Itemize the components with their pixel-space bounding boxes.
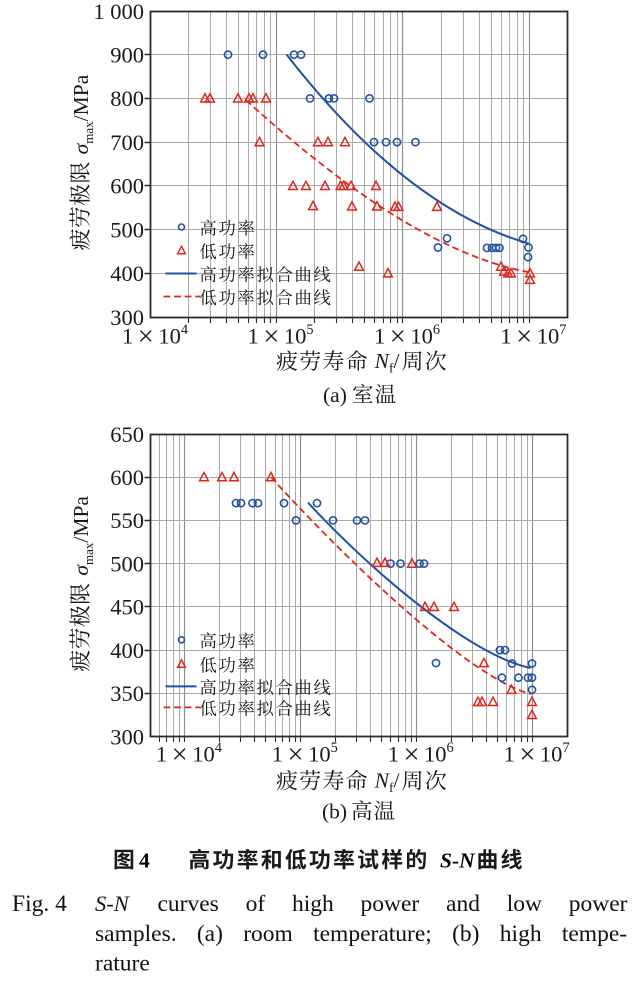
svg-text:1 × 104: 1 × 104 bbox=[156, 740, 222, 771]
svg-text:1 × 105: 1 × 105 bbox=[247, 322, 313, 353]
svg-text:600: 600 bbox=[110, 174, 144, 199]
svg-text:1 × 106: 1 × 106 bbox=[374, 322, 440, 353]
svg-text:400: 400 bbox=[110, 638, 144, 663]
svg-text:900: 900 bbox=[110, 43, 144, 68]
svg-text:550: 550 bbox=[110, 508, 144, 533]
svg-text:600: 600 bbox=[110, 465, 144, 490]
svg-text:1 × 105: 1 × 105 bbox=[272, 740, 338, 771]
svg-text:Nf/: Nf/ bbox=[374, 769, 400, 796]
svg-text:σmax/MPa: σmax/MPa bbox=[69, 74, 96, 154]
svg-text:rature: rature bbox=[95, 951, 150, 977]
svg-text:500: 500 bbox=[110, 551, 144, 576]
svg-text:1 × 106: 1 × 106 bbox=[388, 740, 454, 771]
svg-text:300: 300 bbox=[110, 305, 144, 330]
svg-text:1 000: 1 000 bbox=[93, 0, 144, 24]
svg-text:1 × 107: 1 × 107 bbox=[504, 740, 570, 771]
svg-text:300: 300 bbox=[110, 724, 144, 749]
svg-text:400: 400 bbox=[110, 261, 144, 286]
svg-text:450: 450 bbox=[110, 595, 144, 620]
svg-text:curves of high power and low p: curves of high power and low power bbox=[158, 891, 628, 917]
svg-text:samples. (a) room temperature;: samples. (a) room temperature; (b) high … bbox=[95, 921, 627, 947]
svg-text:Fig. 4: Fig. 4 bbox=[12, 891, 67, 917]
svg-text:1 × 104: 1 × 104 bbox=[122, 322, 188, 353]
svg-text:(a): (a) bbox=[323, 383, 347, 407]
svg-text:σmax/MPa: σmax/MPa bbox=[69, 496, 96, 576]
svg-text:Nf/: Nf/ bbox=[374, 349, 400, 376]
svg-text:500: 500 bbox=[110, 217, 144, 242]
svg-text:4: 4 bbox=[139, 849, 150, 873]
svg-text:800: 800 bbox=[110, 86, 144, 111]
svg-text:(b): (b) bbox=[322, 800, 347, 824]
svg-text:700: 700 bbox=[110, 130, 144, 155]
svg-text:1 × 107: 1 × 107 bbox=[500, 322, 566, 353]
svg-text:S-N: S-N bbox=[95, 891, 131, 916]
svg-text:650: 650 bbox=[110, 422, 144, 447]
svg-text:350: 350 bbox=[110, 681, 144, 706]
svg-text:S-N: S-N bbox=[440, 849, 476, 873]
